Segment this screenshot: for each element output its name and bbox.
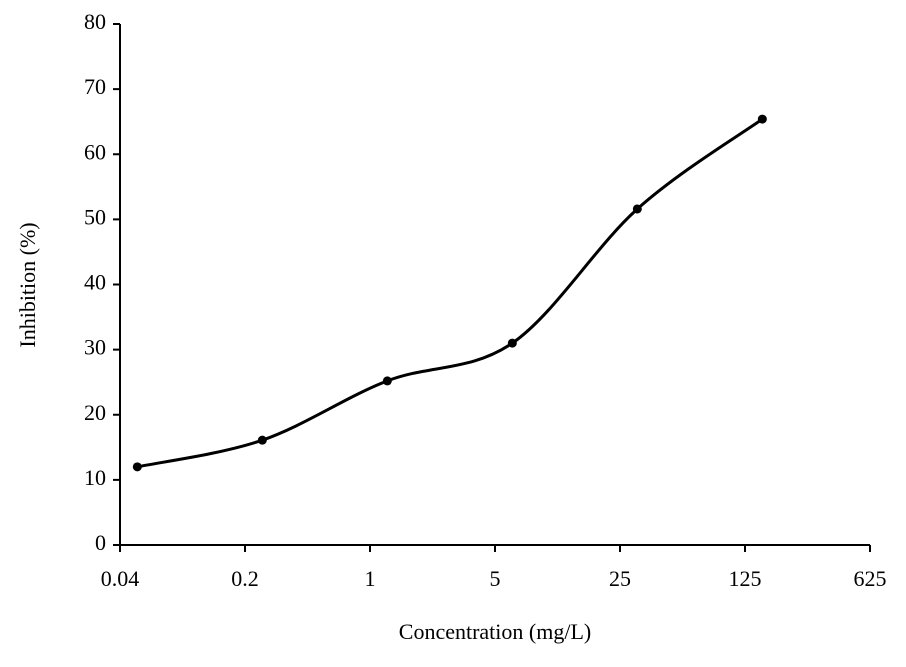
y-tick-label: 80 bbox=[84, 9, 106, 34]
point bbox=[508, 339, 517, 348]
y-tick-label: 30 bbox=[84, 335, 106, 360]
y-tick-label: 10 bbox=[84, 465, 106, 490]
x-tick-label: 1 bbox=[365, 566, 376, 591]
x-tick-label: 625 bbox=[854, 566, 887, 591]
y-axis-title: Inhibition (%) bbox=[15, 222, 40, 347]
x-tick-label: 0.04 bbox=[101, 566, 140, 591]
point bbox=[258, 436, 267, 445]
y-tick-label: 60 bbox=[84, 139, 106, 164]
x-tick-label: 5 bbox=[490, 566, 501, 591]
x-tick-label: 0.2 bbox=[231, 566, 259, 591]
y-tick-label: 20 bbox=[84, 400, 106, 425]
x-axis-title: Concentration (mg/L) bbox=[399, 619, 591, 644]
point bbox=[133, 462, 142, 471]
line bbox=[137, 119, 762, 467]
x-tick-label: 25 bbox=[609, 566, 631, 591]
x-tick-label: 125 bbox=[729, 566, 762, 591]
point bbox=[633, 204, 642, 213]
y-tick-label: 50 bbox=[84, 204, 106, 229]
y-tick-label: 70 bbox=[84, 74, 106, 99]
y-tick-label: 0 bbox=[95, 530, 106, 555]
point bbox=[383, 376, 392, 385]
y-tick-label: 40 bbox=[84, 270, 106, 295]
point bbox=[758, 115, 767, 124]
